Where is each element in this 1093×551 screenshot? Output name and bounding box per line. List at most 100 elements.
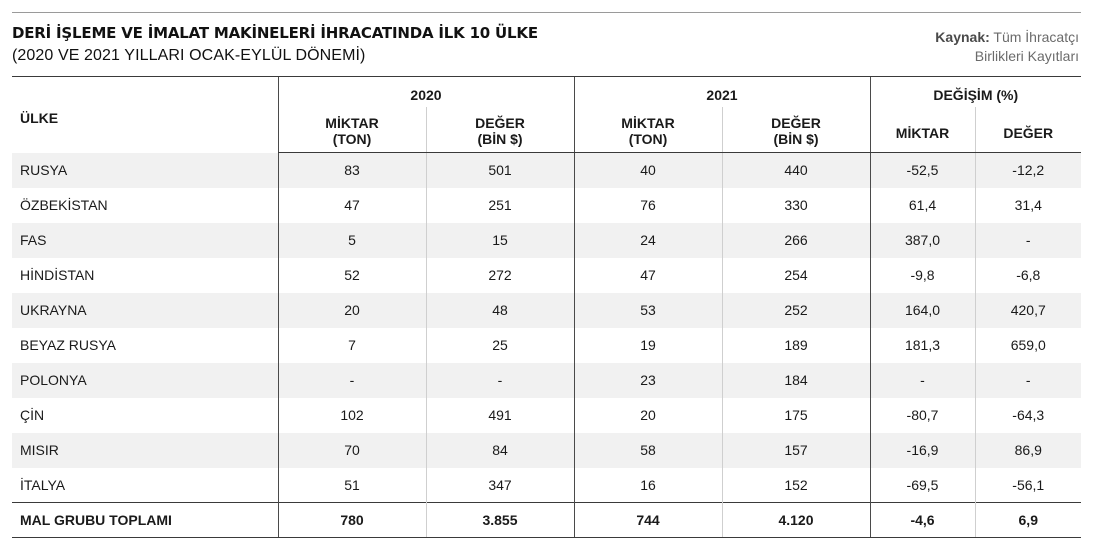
cell-val-2020: 251	[425, 187, 574, 223]
header-2020: 2020	[277, 76, 574, 107]
table-row: HİNDİSTAN 52 272 47 254 -9,8 -6,8	[12, 257, 1081, 293]
header-2021: 2021	[573, 76, 870, 107]
cell-val-2021: 440	[721, 152, 870, 188]
source-label: Kaynak:	[935, 29, 990, 45]
cell-country: POLONYA	[12, 362, 278, 398]
cell-change-val: -	[974, 222, 1081, 258]
cell-qty-2021: 40	[573, 152, 722, 188]
cell-qty-2020: -	[277, 362, 426, 398]
cell-val-2021: 175	[721, 397, 870, 433]
table-row: FAS 5 15 24 266 387,0 -	[12, 222, 1081, 258]
cell-change-qty: -69,5	[869, 467, 975, 503]
cell-val-2020: 84	[425, 432, 574, 468]
header-2021-val: DEĞER (BİN $)	[721, 106, 870, 153]
cell-change-val: -64,3	[974, 397, 1081, 433]
header-qty-label: MİKTAR	[621, 114, 675, 131]
cell-qty-2021-total: 744	[573, 502, 722, 538]
cell-qty-2020: 83	[277, 152, 426, 188]
header-2021-qty: MİKTAR (TON)	[573, 106, 722, 153]
cell-change-val: -	[974, 362, 1081, 398]
header-2020-val: DEĞER (BİN $)	[425, 106, 574, 153]
header-change-qty: MİKTAR	[869, 106, 975, 153]
cell-change-val: 86,9	[974, 432, 1081, 468]
header-qty-unit: (TON)	[332, 130, 372, 147]
cell-val-2021: 330	[721, 187, 870, 223]
cell-change-val: 31,4	[974, 187, 1081, 223]
cell-val-2020: 491	[425, 397, 574, 433]
cell-country: İTALYA	[20, 476, 66, 493]
page-title: DERİ İŞLEME VE İMALAT MAKİNELERİ İHRACAT…	[12, 24, 538, 42]
cell-val-2021: 184	[721, 362, 870, 398]
table-body: RUSYA 83 501 40 440 -52,5 -12,2 ÖZBEKİST…	[12, 152, 1081, 538]
header-qty-unit: (TON)	[628, 130, 668, 147]
cell-country: ÖZBEKİSTAN	[20, 197, 108, 213]
source-note: Kaynak: Tüm İhracatçı Birlikleri Kayıtla…	[935, 28, 1079, 66]
cell-country: HİNDİSTAN	[20, 267, 95, 283]
cell-change-val: -56,1	[974, 467, 1081, 503]
cell-qty-2021: 23	[573, 362, 722, 398]
cell-qty-2020: 51	[277, 467, 426, 503]
cell-change-val: 659,0	[974, 327, 1081, 363]
cell-qty-2021: 47	[573, 257, 722, 293]
cell-qty-2021: 16	[573, 467, 722, 503]
table-row-total: MAL GRUBU TOPLAMI 780 3.855 744 4.120 -4…	[12, 502, 1081, 538]
table-row: ÖZBEKİSTAN 47 251 76 330 61,4 31,4	[12, 187, 1081, 223]
header-country: ÜLKE	[12, 76, 278, 153]
cell-country: FAS	[12, 222, 278, 258]
table-row: UKRAYNA 20 48 53 252 164,0 420,7	[12, 292, 1081, 328]
export-table: ÜLKE 2020 2021 DEĞİŞİM (%) MİKTAR (TON) …	[12, 76, 1081, 538]
cell-change-qty: -80,7	[869, 397, 975, 433]
table-row: POLONYA - - 23 184 - -	[12, 362, 1081, 398]
cell-change-qty: -52,5	[869, 152, 975, 188]
cell-change-val: -6,8	[974, 257, 1081, 293]
table-row: RUSYA 83 501 40 440 -52,5 -12,2	[12, 152, 1081, 188]
header-row-groups: ÜLKE 2020 2021 DEĞİŞİM (%)	[12, 76, 1081, 153]
header-val-unit: (BİN $)	[477, 130, 523, 147]
table-row: ÇİN 102 491 20 175 -80,7 -64,3	[12, 397, 1081, 433]
header-val-unit: (BİN $)	[773, 130, 819, 147]
cell-change-val: 420,7	[974, 292, 1081, 328]
cell-val-2020: 48	[425, 292, 574, 328]
cell-change-qty-total: -4,6	[869, 502, 975, 538]
cell-val-2021: 252	[721, 292, 870, 328]
cell-country: ÇİN	[20, 407, 45, 423]
header-qty-label: MİKTAR	[325, 114, 379, 131]
cell-change-qty: -	[869, 362, 975, 398]
cell-country: BEYAZ RUSYA	[20, 337, 116, 353]
cell-val-2021: 266	[721, 222, 870, 258]
cell-qty-2020: 7	[277, 327, 426, 363]
cell-val-2021: 254	[721, 257, 870, 293]
cell-change-qty: -16,9	[869, 432, 975, 468]
cell-qty-2021: 20	[573, 397, 722, 433]
cell-qty-2021: 58	[573, 432, 722, 468]
cell-change-val-total: 6,9	[974, 502, 1081, 538]
cell-qty-2021: 76	[573, 187, 722, 223]
source-text-2: Birlikleri Kayıtları	[974, 48, 1079, 64]
cell-qty-2021: 24	[573, 222, 722, 258]
cell-val-2020: 25	[425, 327, 574, 363]
cell-country: MISIR	[12, 432, 278, 468]
cell-val-2021: 152	[721, 467, 870, 503]
cell-val-2020: 501	[425, 152, 574, 188]
cell-change-qty: 164,0	[869, 292, 975, 328]
cell-qty-2020: 52	[277, 257, 426, 293]
header-row-sub: MİKTAR (TON) DEĞER (BİN $) MİKTAR (TON) …	[12, 106, 1081, 153]
header-change-val: DEĞER	[974, 106, 1081, 153]
cell-qty-2020-total: 780	[277, 502, 426, 538]
cell-qty-2021: 53	[573, 292, 722, 328]
cell-country: UKRAYNA	[12, 292, 278, 328]
table-row: İTALYA 51 347 16 152 -69,5 -56,1	[12, 467, 1081, 503]
cell-qty-2020: 47	[277, 187, 426, 223]
cell-val-2020: 15	[425, 222, 574, 258]
header-change: DEĞİŞİM (%)	[869, 76, 1081, 107]
cell-qty-2021: 19	[573, 327, 722, 363]
cell-val-2021-total: 4.120	[721, 502, 870, 538]
source-text-1: Tüm İhracatçı	[993, 29, 1079, 45]
header-2020-qty: MİKTAR (TON)	[277, 106, 426, 153]
cell-qty-2020: 102	[277, 397, 426, 433]
table-row: MISIR 70 84 58 157 -16,9 86,9	[12, 432, 1081, 468]
cell-val-2021: 189	[721, 327, 870, 363]
cell-country-total: MAL GRUBU TOPLAMI	[12, 502, 278, 538]
cell-val-2020-total: 3.855	[425, 502, 574, 538]
cell-change-qty: -9,8	[869, 257, 975, 293]
